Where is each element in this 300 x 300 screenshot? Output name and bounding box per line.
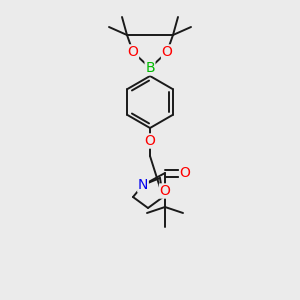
Text: O: O: [160, 184, 170, 198]
Text: B: B: [145, 61, 155, 75]
Text: N: N: [138, 178, 148, 192]
Text: O: O: [145, 134, 155, 148]
Text: O: O: [162, 45, 172, 59]
Text: O: O: [128, 45, 138, 59]
Text: O: O: [180, 166, 190, 180]
